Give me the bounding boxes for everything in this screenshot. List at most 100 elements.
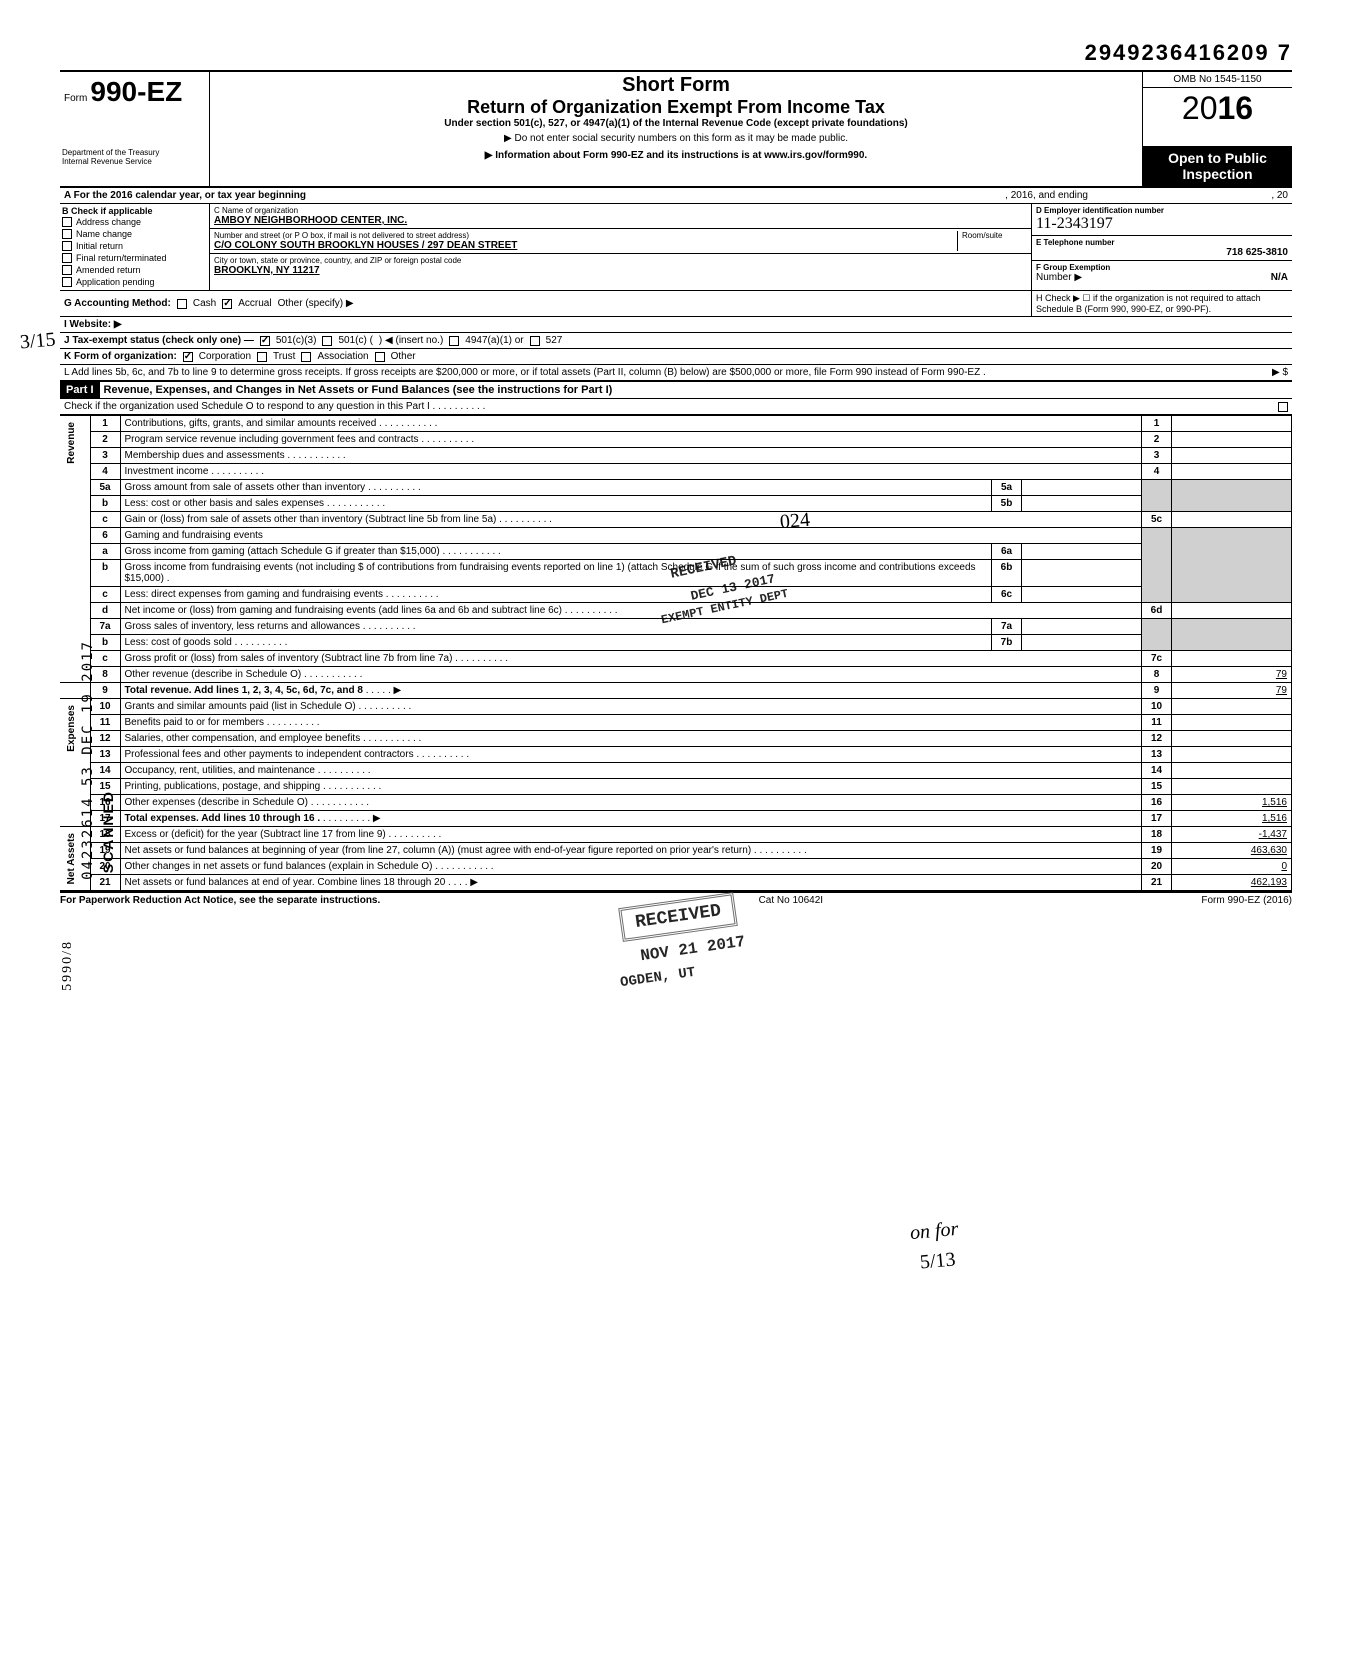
stamp-ogden: OGDEN, UT — [619, 965, 696, 991]
line-mn: 7b — [992, 635, 1022, 651]
cb-accrual[interactable] — [222, 299, 232, 309]
col-b-checkboxes: B Check if applicable Address change Nam… — [60, 204, 210, 290]
line-num: 7a — [90, 619, 120, 635]
line-rn: 11 — [1142, 715, 1172, 731]
instr-info: Information about Form 990-EZ and its in… — [210, 146, 1142, 186]
line-rn: 7c — [1142, 651, 1172, 667]
line-num: 4 — [90, 464, 120, 480]
city-label: City or town, state or province, country… — [214, 256, 1027, 265]
line-desc: Net assets or fund balances at beginning… — [120, 843, 1142, 859]
cb-4947[interactable] — [449, 336, 459, 346]
year-prefix: 20 — [1182, 90, 1218, 126]
line-rv — [1172, 699, 1292, 715]
line-desc: Total revenue. Add lines 1, 2, 3, 4, 5c,… — [125, 685, 363, 696]
line-num: b — [90, 560, 120, 587]
row-g-label: G Accounting Method: — [64, 298, 171, 309]
open-label: Open to Public — [1147, 150, 1288, 166]
line-mv — [1022, 619, 1142, 635]
501c3-label: 501(c)(3) — [276, 335, 317, 346]
line-rn: 15 — [1142, 779, 1172, 795]
row-k-label: K Form of organization: — [64, 351, 177, 362]
line-num: 1 — [90, 416, 120, 432]
line-num: 6 — [90, 528, 120, 544]
other-specify: Other (specify) ▶ — [278, 298, 354, 309]
cb-name-change[interactable] — [62, 229, 72, 239]
cb-address-change[interactable] — [62, 217, 72, 227]
line-mn: 5a — [992, 480, 1022, 496]
part1-title: Revenue, Expenses, and Changes in Net As… — [100, 382, 1292, 398]
line-rv — [1172, 512, 1292, 528]
website-label: I Website: ▶ — [64, 319, 122, 330]
col-b-label: B Check if applicable — [62, 206, 153, 216]
dept-row: Department of the Treasury Internal Reve… — [60, 146, 1292, 188]
cb-schedule-o[interactable] — [1278, 402, 1288, 412]
handwrite-on-for: on for — [909, 1218, 959, 1245]
line-rn: 5c — [1142, 512, 1172, 528]
501c-label: 501(c) ( — [338, 335, 372, 346]
cb-assoc[interactable] — [301, 352, 311, 362]
cb-pending[interactable] — [62, 277, 72, 287]
row-l-arrow: ▶ $ — [1272, 367, 1288, 378]
cb-amended[interactable] — [62, 265, 72, 275]
line-desc: Professional fees and other payments to … — [120, 747, 1142, 763]
ein-value: 11-2343197 — [1036, 215, 1288, 233]
row-l-text: L Add lines 5b, 6c, and 7b to line 9 to … — [64, 367, 1266, 378]
line-num: 5a — [90, 480, 120, 496]
vlabel-expenses: Expenses — [64, 701, 79, 756]
row-a-end: , 20 — [1092, 188, 1292, 203]
margin-code-2: 5990/8 — [60, 940, 76, 991]
line-num: 2 — [90, 432, 120, 448]
org-name: AMBOY NEIGHBORHOOD CENTER, INC. — [214, 215, 1027, 226]
line-num: c — [90, 512, 120, 528]
tax-year: 2016 — [1143, 88, 1292, 129]
line-rn: 4 — [1142, 464, 1172, 480]
line-mv — [1022, 496, 1142, 512]
row-a-tax-year: A For the 2016 calendar year, or tax yea… — [60, 188, 1292, 204]
line-rv: 462,193 — [1172, 875, 1292, 891]
group-num-label: Number ▶ — [1036, 272, 1082, 283]
cb-other-org[interactable] — [375, 352, 385, 362]
cb-initial-return[interactable] — [62, 241, 72, 251]
line-mv — [1022, 587, 1142, 603]
instr-ssn: Do not enter social security numbers on … — [218, 133, 1134, 144]
addr-label: Number and street (or P O box, if mail i… — [214, 231, 957, 240]
row-j-label: J Tax-exempt status (check only one) — — [64, 335, 254, 346]
line-rn: 19 — [1142, 843, 1172, 859]
footer-left: For Paperwork Reduction Act Notice, see … — [60, 895, 380, 906]
line-desc: Excess or (deficit) for the year (Subtra… — [120, 827, 1142, 843]
col-de: D Employer identification number 11-2343… — [1032, 204, 1292, 290]
cb-label: Final return/terminated — [76, 253, 167, 263]
line-rv — [1172, 603, 1292, 619]
col-c-org-info: C Name of organization AMBOY NEIGHBORHOO… — [210, 204, 1032, 290]
line-desc: Benefits paid to or for members — [120, 715, 1142, 731]
cb-corp[interactable] — [183, 352, 193, 362]
trust-label: Trust — [273, 351, 295, 362]
line-rv — [1172, 416, 1292, 432]
footer: For Paperwork Reduction Act Notice, see … — [60, 891, 1292, 906]
org-name-label: C Name of organization — [214, 206, 1027, 215]
4947-label: 4947(a)(1) or — [465, 335, 523, 346]
cb-501c[interactable] — [322, 336, 332, 346]
line-desc: Gross profit or (loss) from sales of inv… — [120, 651, 1142, 667]
line-rn: 14 — [1142, 763, 1172, 779]
lines-table: Revenue 1 Contributions, gifts, grants, … — [60, 415, 1292, 891]
cb-527[interactable] — [530, 336, 540, 346]
line-desc: Net assets or fund balances at end of ye… — [125, 877, 446, 888]
line-rn: 6d — [1142, 603, 1172, 619]
cb-final-return[interactable] — [62, 253, 72, 263]
line-mn: 6c — [992, 587, 1022, 603]
line-mv — [1022, 635, 1142, 651]
line-desc: Printing, publications, postage, and shi… — [120, 779, 1142, 795]
other-org-label: Other — [391, 351, 416, 362]
group-exempt-label: F Group Exemption — [1036, 263, 1110, 272]
cb-cash[interactable] — [177, 299, 187, 309]
line-rv: 1,516 — [1172, 795, 1292, 811]
cb-501c3[interactable] — [260, 336, 270, 346]
line-num: a — [90, 544, 120, 560]
cb-trust[interactable] — [257, 352, 267, 362]
line-mn: 6a — [992, 544, 1022, 560]
year-bold: 16 — [1218, 90, 1254, 126]
line-desc: Gross income from gaming (attach Schedul… — [120, 544, 992, 560]
line-num: c — [90, 587, 120, 603]
phone-label: E Telephone number — [1036, 238, 1115, 247]
